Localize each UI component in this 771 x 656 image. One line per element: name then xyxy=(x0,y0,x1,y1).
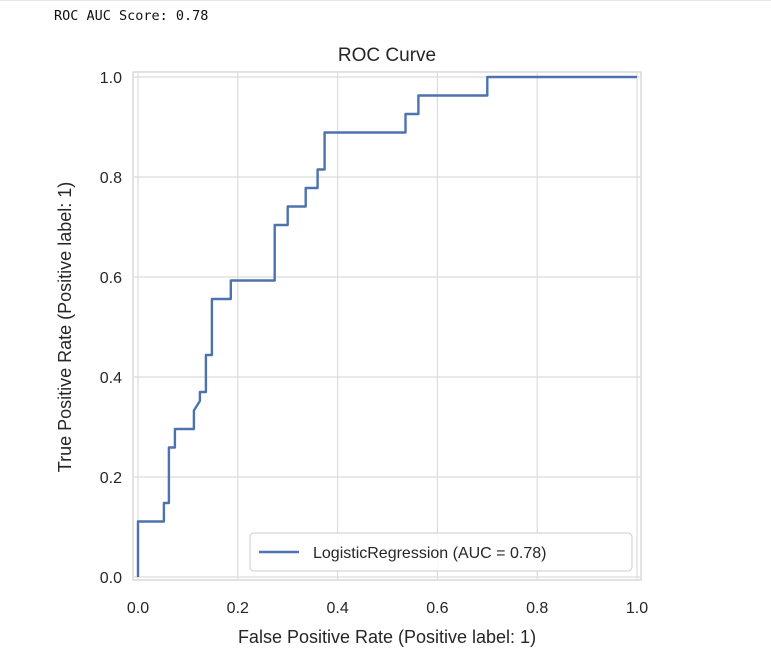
roc-curve-line xyxy=(136,75,637,577)
legend-label: LogisticRegression (AUC = 0.78) xyxy=(313,545,546,562)
plot-area xyxy=(132,71,642,581)
x-tick-label: 1.0 xyxy=(626,600,648,617)
x-tick-label: 0.6 xyxy=(426,600,448,617)
y-tick-label: 0.6 xyxy=(100,270,122,287)
auc-score-output: ROC AUC Score: 0.78 xyxy=(54,8,209,24)
legend-box xyxy=(249,532,633,572)
x-axis-label: False Positive Rate (Positive label: 1) xyxy=(238,627,536,647)
x-tick-label: 0.4 xyxy=(326,600,348,617)
legend: LogisticRegression (AUC = 0.78) xyxy=(249,532,633,572)
y-tick-labels: 0.0 0.2 0.4 0.6 0.8 1.0 xyxy=(100,70,122,587)
grid xyxy=(134,73,640,579)
series-layer xyxy=(136,75,637,577)
y-tick-label: 0.8 xyxy=(100,170,122,187)
x-tick-label: 0.8 xyxy=(526,600,548,617)
output-divider xyxy=(0,0,771,1)
y-axis-label: True Positive Rate (Positive label: 1) xyxy=(55,182,75,472)
x-tick-label: 0.2 xyxy=(227,600,249,617)
y-tick-label: 0.0 xyxy=(100,570,122,587)
y-tick-label: 0.2 xyxy=(100,470,122,487)
x-tick-labels: 0.0 0.2 0.4 0.6 0.8 1.0 xyxy=(127,600,648,617)
y-tick-label: 1.0 xyxy=(100,70,122,87)
chart-title: ROC Curve xyxy=(338,45,436,66)
x-tick-label: 0.0 xyxy=(127,600,149,617)
y-tick-label: 0.4 xyxy=(100,370,122,387)
